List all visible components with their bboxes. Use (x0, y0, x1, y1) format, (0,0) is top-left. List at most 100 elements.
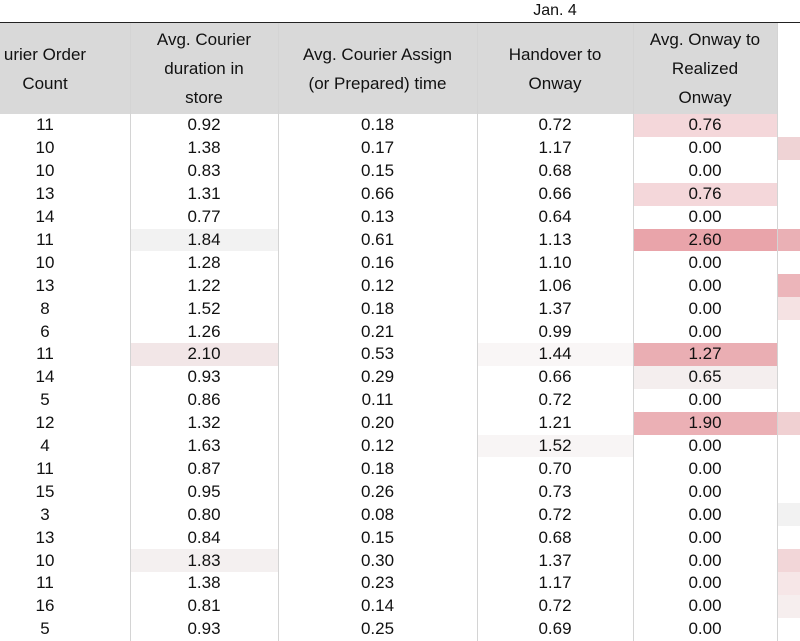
table-cell: 1.21 (538, 413, 572, 433)
column-header: Handover to Onway (477, 23, 633, 114)
cell-shade (777, 503, 800, 527)
table-cell: 13 (35, 275, 55, 295)
cell-shade (777, 136, 800, 160)
table-cell: 0.00 (688, 138, 722, 158)
table-cell: 0.21 (360, 321, 395, 341)
column-header: Avg. Onway to Realized Onway (633, 23, 777, 114)
cell-shade (633, 365, 777, 389)
table-cell: 1.17 (538, 138, 572, 158)
column-divider (130, 23, 131, 641)
cell-shade (777, 274, 800, 298)
table-cell: 11 (36, 344, 54, 364)
cell-shade (633, 411, 777, 435)
table-cell: 0.95 (187, 481, 221, 501)
table-cell: 0.99 (538, 321, 572, 341)
table-cell: 0.20 (360, 413, 395, 433)
cell-shade (777, 572, 800, 595)
table-cell: 1.22 (187, 275, 221, 295)
table-cell: 0.17 (360, 138, 395, 158)
top-border (0, 22, 800, 23)
header-line: Avg. Onway to (649, 30, 761, 49)
table-cell: 0.68 (538, 527, 572, 547)
cell-shade (633, 343, 777, 366)
table-cell: 0.00 (688, 298, 722, 318)
column-divider (477, 23, 478, 641)
table-cell: 1.28 (187, 252, 221, 272)
table-cell: 10 (35, 252, 55, 272)
table-cell: 14 (35, 207, 55, 227)
table-cell: 1.06 (538, 275, 572, 295)
table-cell: 0.26 (360, 481, 395, 501)
table-cell: 12 (35, 413, 55, 433)
table-cell: 0.00 (688, 458, 722, 478)
table-cell: 1.31 (187, 184, 221, 204)
header-line: duration in (164, 59, 244, 78)
table-cell: 0.08 (360, 504, 395, 524)
table-cell: 0.15 (360, 161, 395, 181)
table-cell: 11 (36, 229, 54, 249)
column-divider (278, 23, 279, 641)
table-cell: 4 (40, 436, 50, 456)
table-cell: 0.15 (360, 527, 395, 547)
column-header: Avg. Courier Assign (or Prepared) time (278, 23, 477, 114)
table-cell: 0.00 (688, 252, 722, 272)
table-cell: 6 (40, 321, 50, 341)
table-cell: 1.37 (538, 298, 572, 318)
table-cell: 1.84 (187, 229, 221, 249)
table-cell: 0.66 (538, 367, 572, 387)
table-cell: 0.87 (187, 458, 221, 478)
table-cell: 0.93 (187, 367, 221, 387)
cell-shade (633, 182, 777, 206)
table-cell: 0.00 (688, 596, 722, 616)
table-cell: 0.00 (688, 390, 722, 410)
table-cell: 1.13 (538, 229, 572, 249)
table-cell: 0.83 (187, 161, 221, 181)
header-line: urier Order (3, 44, 87, 64)
table-cell: 1.52 (187, 298, 221, 318)
table-cell: 0.73 (538, 481, 572, 501)
header-line: Count (22, 73, 68, 93)
table-cell: 0.65 (688, 367, 722, 387)
table-cell: 13 (35, 184, 55, 204)
cell-shade (777, 549, 800, 572)
table-cell: 15 (35, 481, 55, 501)
header-line: (or Prepared) time (308, 73, 447, 93)
header-line: Onway (528, 73, 582, 93)
table-cell: 0.69 (538, 619, 572, 639)
table-cell: 0.86 (187, 390, 221, 410)
table-cell: 0.23 (360, 573, 395, 593)
table-cell: 0.12 (360, 275, 395, 295)
table-cell: 0.72 (538, 596, 572, 616)
table-cell: 0.84 (187, 527, 221, 547)
table-cell: 1.44 (538, 344, 572, 364)
table-cell: 0.92 (187, 115, 221, 135)
table-cell: 11 (36, 115, 54, 135)
table-cell: 0.00 (688, 550, 722, 570)
cell-shade (777, 297, 800, 321)
header-line: store (185, 88, 223, 107)
cell-shade (477, 434, 633, 458)
table-cell: 1.38 (187, 138, 221, 158)
table-cell: 0.53 (360, 344, 395, 364)
column-header: urier Order Count (0, 23, 130, 114)
table-cell: 0.13 (360, 207, 395, 227)
table-cell: 0.66 (360, 184, 395, 204)
table-cell: 0.76 (688, 115, 722, 135)
table-cell: 0.00 (688, 436, 722, 456)
table-cell: 0.00 (688, 161, 722, 181)
table-cell: 0.11 (361, 390, 394, 410)
table-cell: 5 (40, 390, 50, 410)
table-cell: 11 (36, 573, 54, 593)
table-cell: 1.63 (187, 436, 221, 456)
cell-shade (130, 343, 278, 366)
table-cell: 0.66 (538, 184, 572, 204)
table-cell: 0.68 (538, 161, 572, 181)
column-header: Avg. Courier duration in store (130, 23, 278, 114)
header-background (0, 23, 777, 114)
table-cell: 11 (36, 458, 54, 478)
cell-shade (477, 343, 633, 366)
table-cell: 1.17 (538, 573, 572, 593)
table-cell: 0.61 (360, 229, 395, 249)
table-cell: 1.10 (538, 252, 572, 272)
table-cell: 0.00 (688, 619, 722, 639)
